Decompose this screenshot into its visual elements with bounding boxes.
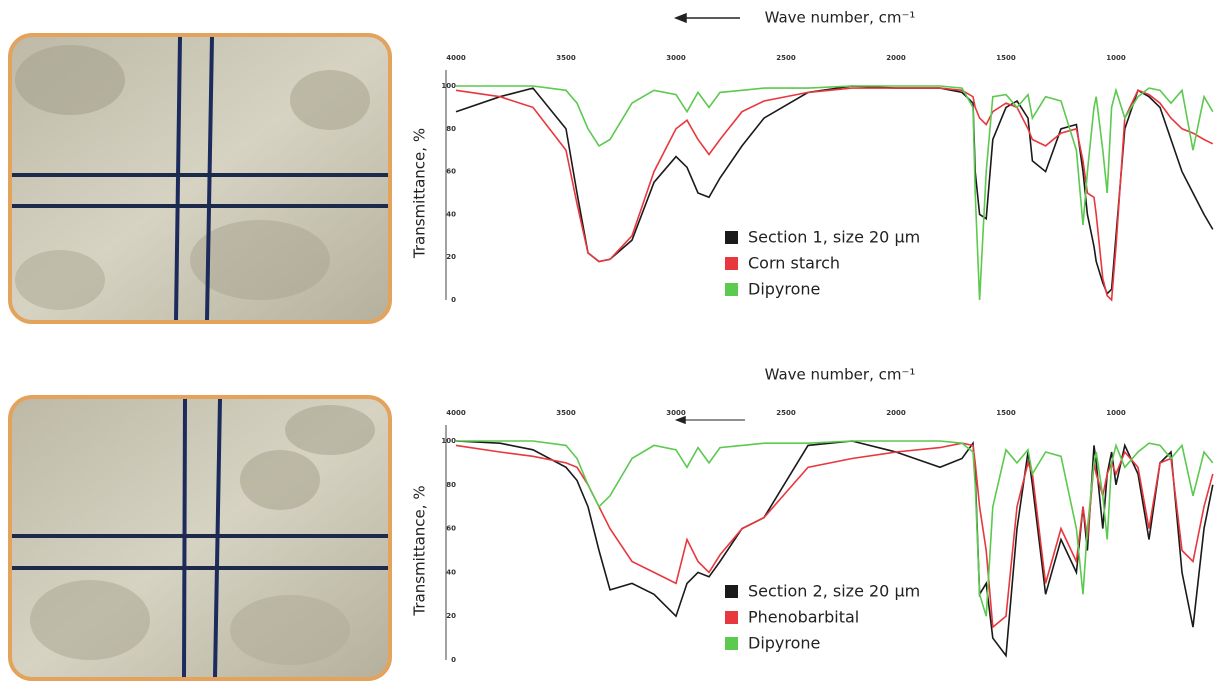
micrograph-1 [10, 35, 390, 322]
y-tick-label: 80 [446, 481, 456, 489]
legend-swatch [725, 257, 738, 270]
x-tick-label: 4000 [446, 409, 466, 417]
legend-swatch [725, 637, 738, 650]
legend-label: Phenobarbital [748, 608, 859, 627]
x-tick-label: 1500 [996, 409, 1016, 417]
legend-label: Dipyrone [748, 634, 820, 653]
y-tick-label: 20 [446, 253, 456, 261]
x-axis-title: Wave number, cm⁻¹ [765, 366, 916, 384]
legend-label: Section 2, size 20 µm [748, 582, 920, 601]
x-tick-label: 3000 [666, 54, 686, 62]
x-tick-label: 1000 [1106, 54, 1126, 62]
y-tick-label: 80 [446, 125, 456, 133]
legend-swatch [725, 611, 738, 624]
x-tick-label: 3500 [556, 409, 576, 417]
legend-label: Section 1, size 20 µm [748, 228, 920, 247]
legend-label: Dipyrone [748, 280, 820, 299]
y-tick-label: 60 [446, 168, 456, 176]
x-tick-label: 1000 [1106, 409, 1126, 417]
y-axis-title: Transmittance, % [411, 485, 429, 616]
y-tick-label: 40 [446, 210, 456, 218]
x-tick-label: 3000 [666, 409, 686, 417]
legend-label: Corn starch [748, 254, 840, 273]
y-tick-label: 20 [446, 612, 456, 620]
figure: Wave number, cm⁻¹Transmittance, %4000350… [0, 0, 1220, 682]
x-tick-label: 4000 [446, 54, 466, 62]
chart: Wave number, cm⁻¹ Transmittance, % 4000 350… [411, 9, 1213, 305]
legend-swatch [725, 231, 738, 244]
legend-swatch [725, 585, 738, 598]
micrograph-2 [10, 397, 390, 679]
x-axis-title: Wave number, cm⁻¹ [765, 9, 916, 27]
x-tick-label: 2500 [776, 409, 796, 417]
chart: Wave number, cm⁻¹ Transmittance, % 4000 350… [411, 366, 1213, 665]
y-tick-label: 0 [451, 296, 456, 304]
x-tick-label: 2500 [776, 54, 796, 62]
y-tick-label: 100 [441, 82, 456, 90]
x-tick-label: 1500 [996, 54, 1016, 62]
x-tick-label: 3500 [556, 54, 576, 62]
y-tick-label: 0 [451, 656, 456, 664]
y-axis-title: Transmittance, % [411, 128, 429, 259]
x-tick-label: 2000 [886, 409, 906, 417]
x-tick-label: 2000 [886, 54, 906, 62]
y-tick-label: 100 [441, 437, 456, 445]
y-tick-label: 40 [446, 568, 456, 576]
y-tick-label: 60 [446, 525, 456, 533]
arrow [676, 14, 745, 423]
legend-swatch [725, 283, 738, 296]
